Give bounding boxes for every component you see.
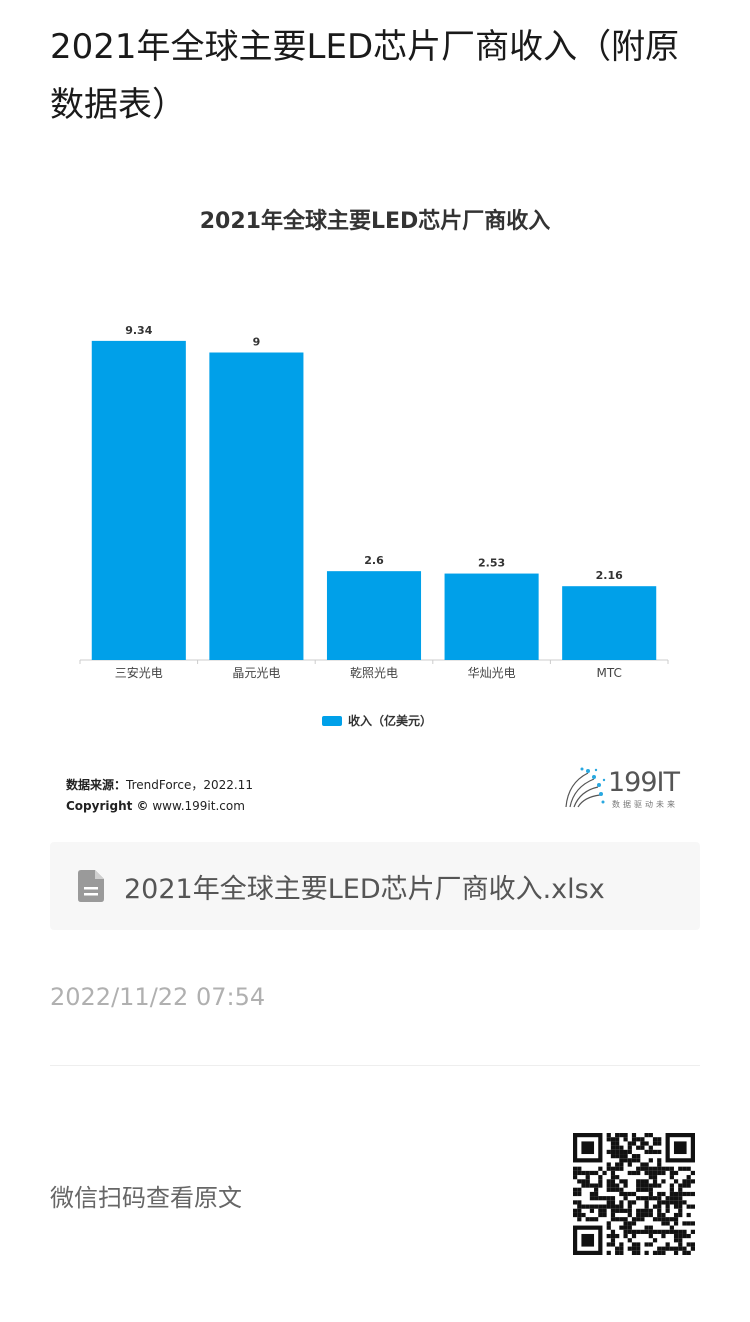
logo-subtext: 数据驱动未来 [612,800,678,809]
x-tick-label-1: 晶元光电 [232,666,280,680]
x-tick-label-0: 三安光电 [115,665,163,680]
chart-title: 2021年全球主要LED芯片厂商收入 [199,209,551,234]
source-label: 数据来源： [66,778,127,792]
data-label-2: 2.6 [364,554,384,567]
file-icon [78,870,104,902]
data-label-0: 9.34 [125,324,152,337]
publish-timestamp: 2022/11/22 07:54 [50,983,266,1011]
bar-chart-svg: 9.34 三安光电 9 晶元光电 2.6 乾照光电 2.53 华灿光电 2.16 MTC [79,324,669,680]
chart-source: 数据来源：TrendForce，2022.11 Copyright © www.… [66,775,253,817]
copyright-text: www.199it.com [148,799,245,813]
bar-4 [562,586,657,660]
chart: 9.34 三安光电 9 晶元光电 2.6 乾照光电 2.53 华灿光电 2.16 MTC 2021… [50,185,700,825]
legend-label: 收入（亿美元） [348,714,433,728]
x-tick-label-4: MTC [597,666,622,680]
chart-legend: 收入（亿美元） [322,712,432,729]
attachment-card[interactable]: 2021年全球主要LED芯片厂商收入.xlsx [50,842,700,930]
file-name[interactable]: 2021年全球主要LED芯片厂商收入.xlsx [124,873,605,905]
bar-3 [444,573,539,660]
page-title: 2021年全球主要LED芯片厂商收入（附原数据表） [50,27,680,125]
divider [50,1065,700,1066]
x-tick-label-2: 乾照光电 [350,666,398,680]
x-tick-label-3: 华灿光电 [468,666,516,680]
data-label-4: 2.16 [596,569,623,582]
data-label-1: 9 [253,336,261,349]
logo-mark-icon [565,767,606,808]
data-label-3: 2.53 [478,557,505,570]
bar-2 [326,571,422,660]
bar-0 [91,340,186,660]
copyright-label: Copyright © [66,799,149,813]
logo-199it: 199IT 数据驱动未来 [558,765,700,815]
logo-text: 199IT [608,767,680,798]
legend-swatch [322,715,342,726]
bar-1 [209,352,304,660]
source-text: TrendForce，2022.11 [126,778,253,792]
qr-hint-text: 微信扫码查看原文 [50,1184,242,1212]
qr-code-icon[interactable] [573,1133,695,1255]
